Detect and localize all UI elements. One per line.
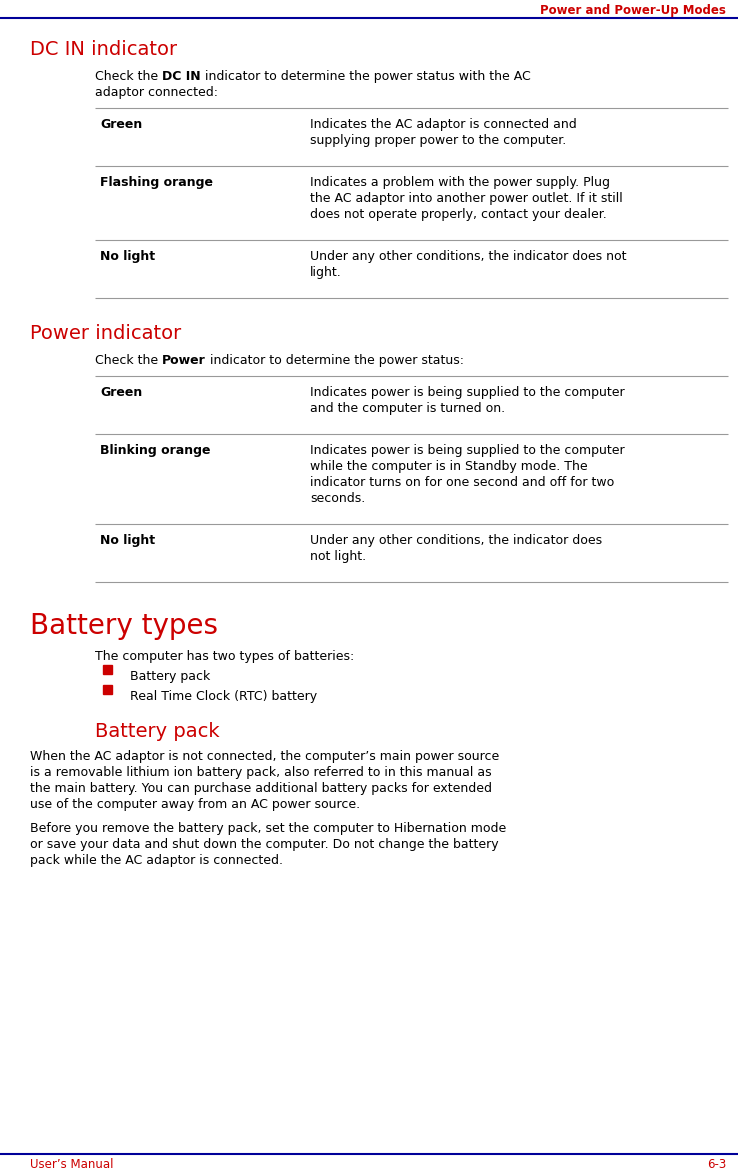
Text: Green: Green	[100, 386, 142, 398]
Text: the main battery. You can purchase additional battery packs for extended: the main battery. You can purchase addit…	[30, 782, 492, 795]
Text: Indicates the AC adaptor is connected and: Indicates the AC adaptor is connected an…	[310, 118, 577, 131]
Text: Blinking orange: Blinking orange	[100, 444, 210, 457]
Text: Power indicator: Power indicator	[30, 323, 182, 343]
Text: seconds.: seconds.	[310, 492, 365, 505]
Text: 6-3: 6-3	[707, 1158, 726, 1171]
Text: light.: light.	[310, 266, 342, 279]
Text: is a removable lithium ion battery pack, also referred to in this manual as: is a removable lithium ion battery pack,…	[30, 766, 492, 779]
Text: Battery types: Battery types	[30, 612, 218, 640]
Text: Indicates power is being supplied to the computer: Indicates power is being supplied to the…	[310, 386, 624, 398]
Text: When the AC adaptor is not connected, the computer’s main power source: When the AC adaptor is not connected, th…	[30, 750, 499, 763]
Text: User’s Manual: User’s Manual	[30, 1158, 114, 1171]
Text: Power: Power	[162, 354, 206, 367]
Text: Battery pack: Battery pack	[130, 670, 210, 683]
Bar	[103, 665, 112, 674]
Text: does not operate properly, contact your dealer.: does not operate properly, contact your …	[310, 207, 607, 222]
Text: DC IN indicator: DC IN indicator	[30, 40, 177, 59]
Text: indicator to determine the power status:: indicator to determine the power status:	[206, 354, 464, 367]
Text: use of the computer away from an AC power source.: use of the computer away from an AC powe…	[30, 798, 360, 811]
Text: Real Time Clock (RTC) battery: Real Time Clock (RTC) battery	[130, 690, 317, 703]
Text: Power and Power-Up Modes: Power and Power-Up Modes	[540, 4, 726, 18]
Text: Green: Green	[100, 118, 142, 131]
Text: Check the: Check the	[95, 354, 162, 367]
Text: Battery pack: Battery pack	[95, 722, 220, 741]
Text: DC IN: DC IN	[162, 70, 201, 83]
Text: not light.: not light.	[310, 550, 366, 563]
Text: Before you remove the battery pack, set the computer to Hibernation mode: Before you remove the battery pack, set …	[30, 822, 506, 834]
Text: and the computer is turned on.: and the computer is turned on.	[310, 402, 505, 415]
Text: Indicates power is being supplied to the computer: Indicates power is being supplied to the…	[310, 444, 624, 457]
Text: or save your data and shut down the computer. Do not change the battery: or save your data and shut down the comp…	[30, 838, 499, 851]
Text: supplying proper power to the computer.: supplying proper power to the computer.	[310, 134, 566, 146]
Text: Under any other conditions, the indicator does not: Under any other conditions, the indicato…	[310, 250, 627, 263]
Text: indicator turns on for one second and off for two: indicator turns on for one second and of…	[310, 476, 614, 489]
Text: indicator to determine the power status with the AC: indicator to determine the power status …	[201, 70, 531, 83]
Text: Under any other conditions, the indicator does: Under any other conditions, the indicato…	[310, 534, 602, 547]
Bar	[103, 684, 112, 694]
Text: pack while the AC adaptor is connected.: pack while the AC adaptor is connected.	[30, 854, 283, 867]
Text: the AC adaptor into another power outlet. If it still: the AC adaptor into another power outlet…	[310, 192, 623, 205]
Text: Flashing orange: Flashing orange	[100, 176, 213, 189]
Text: The computer has two types of batteries:: The computer has two types of batteries:	[95, 650, 354, 663]
Text: No light: No light	[100, 534, 155, 547]
Text: adaptor connected:: adaptor connected:	[95, 86, 218, 98]
Text: Indicates a problem with the power supply. Plug: Indicates a problem with the power suppl…	[310, 176, 610, 189]
Text: Check the: Check the	[95, 70, 162, 83]
Text: No light: No light	[100, 250, 155, 263]
Text: while the computer is in Standby mode. The: while the computer is in Standby mode. T…	[310, 459, 587, 473]
